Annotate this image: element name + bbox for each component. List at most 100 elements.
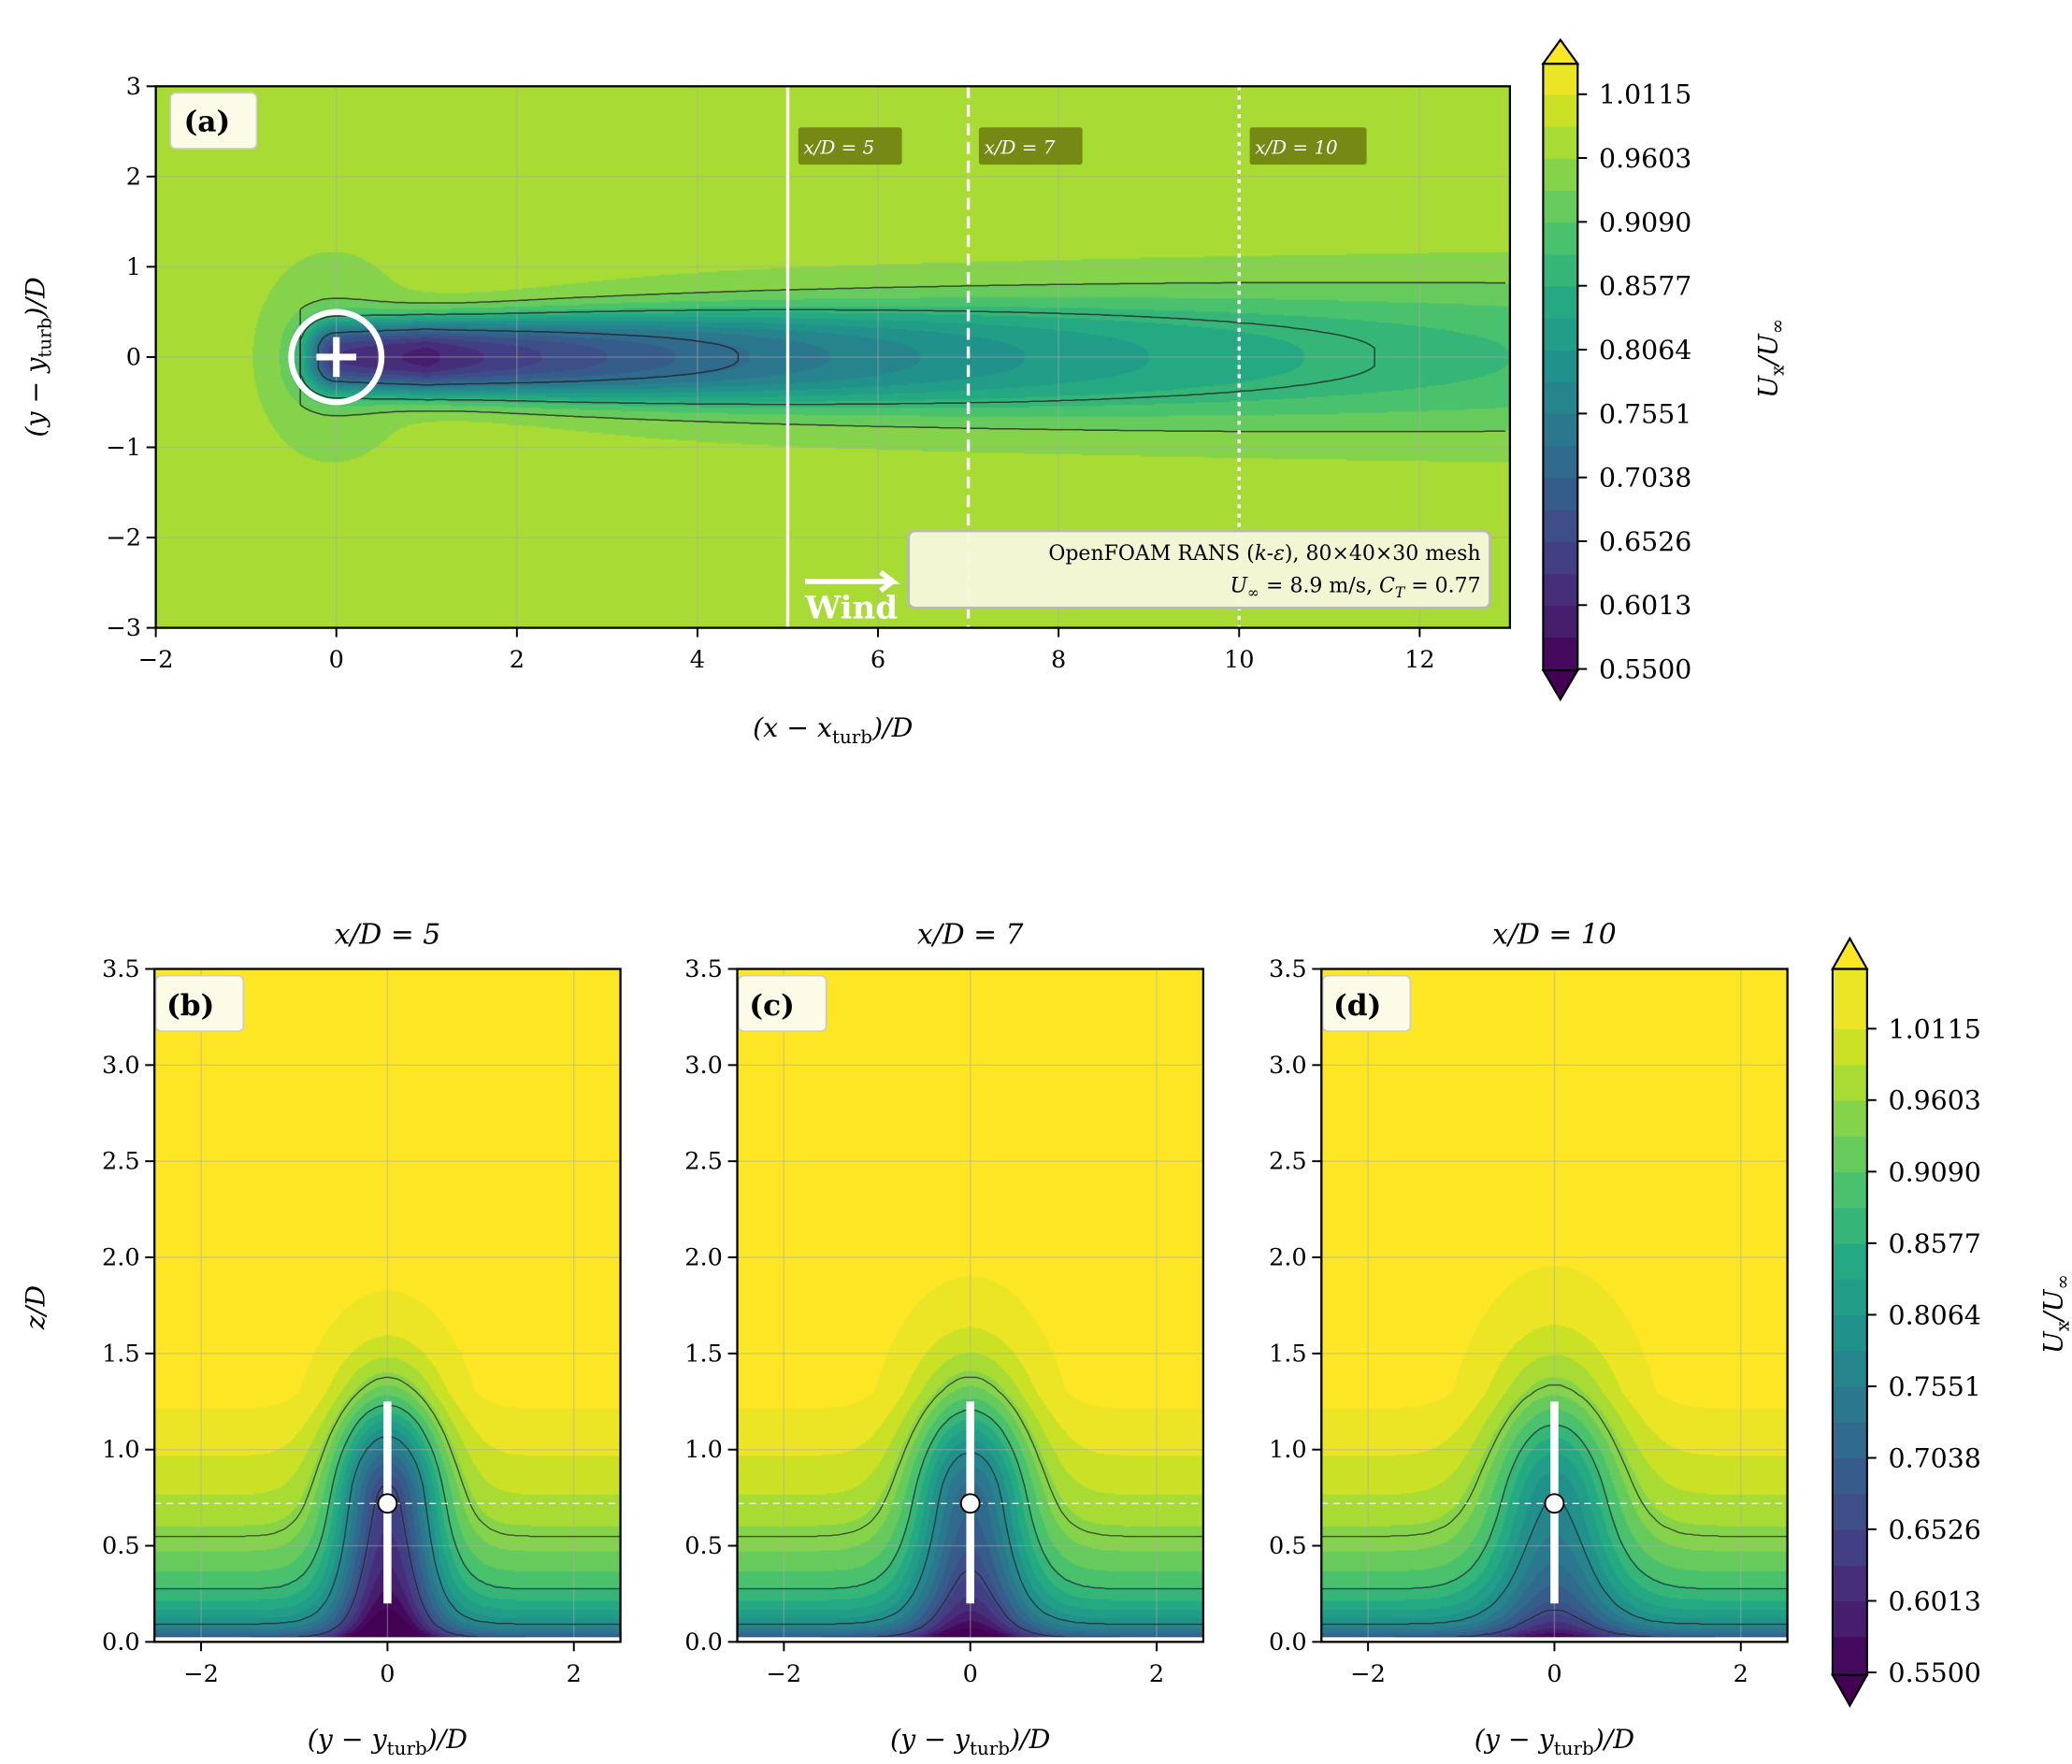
x-tick-label: −2 [1350, 1660, 1386, 1688]
x-tick-label: −2 [767, 1660, 802, 1688]
y-tick-label: 3.0 [684, 1052, 723, 1080]
x-axis-label-a: (x − xturb)/D [753, 712, 914, 748]
y-tick-label: −3 [106, 614, 141, 642]
colorbar-tick-label: 0.9603 [1599, 143, 1691, 174]
y-tick-label: 3.5 [1269, 955, 1307, 983]
y-tick-label: 1.0 [684, 1436, 723, 1464]
colorbar-tick-label: 1.0115 [1599, 79, 1691, 110]
colorbar-level [1832, 1136, 1867, 1173]
x-tick-label: 10 [1224, 646, 1255, 674]
wind-label: Wind [804, 590, 898, 627]
colorbar-level [1832, 1493, 1867, 1530]
slice-label-bg [978, 127, 1083, 165]
panel-tag: (c) [749, 989, 795, 1023]
y-tick-label: 3.5 [684, 955, 723, 983]
x-tick-label: 2 [510, 646, 525, 674]
annotation-line-1: OpenFOAM RANS (k-ε), 80×40×30 mesh [1048, 542, 1480, 566]
colorbar-tick-label: 0.7551 [1889, 1371, 1981, 1402]
colorbar-level [1832, 1207, 1867, 1244]
x-tick-label: 2 [567, 1660, 582, 1688]
colorbar-tick-label: 0.8577 [1889, 1228, 1981, 1259]
contour-line [299, 308, 1375, 406]
colorbar-level [1832, 1528, 1867, 1566]
colorbar-level [1832, 1171, 1867, 1209]
colorbar-level [1832, 1565, 1867, 1602]
colorbar-level [1543, 637, 1578, 671]
y-tick-label: 1.5 [684, 1340, 723, 1368]
x-tick-label: 2 [1149, 1660, 1164, 1688]
slice-label-x7: x/D = 7 [985, 137, 1056, 159]
contour-line [1321, 1384, 1788, 1538]
colorbar-level [1543, 64, 1578, 95]
colorbar-tick-label: 0.6013 [1599, 590, 1691, 621]
y-tick-label: 2.5 [684, 1148, 723, 1176]
turbine-hub-plus-icon [316, 337, 357, 378]
panel-c: (c) x/D = 7 −2 0 2 0.0 0.5 1.0 1.5 2.0 2.5 3.0 3.5 (y… [684, 919, 1205, 1759]
colorbar-level [1543, 93, 1578, 127]
x-tick-label: 0 [380, 1660, 395, 1688]
y-tick-label: 0.0 [1269, 1628, 1307, 1656]
panel-d: (d) x/D = 10 −2 0 2 0.0 0.5 1.0 1.5 2.0 2.5 3.0 3.5 (… [1269, 919, 1789, 1759]
x-tick-label: −2 [138, 646, 174, 674]
y-tick-label: 2.0 [1269, 1244, 1307, 1272]
x-tick-label: 8 [1051, 646, 1066, 674]
panel-tag-bg [1321, 974, 1412, 1033]
colorbar-level [1543, 158, 1578, 191]
colorbar-level [1832, 1457, 1867, 1495]
colorbar-level [1543, 222, 1578, 255]
x-tick-label: 0 [329, 646, 344, 674]
panel-a-wake-top-view: x/D = 5 x/D = 7 x/D = 10 Wind (a) OpenFOAM… [20, 73, 1512, 748]
colorbar-tick-label: 0.8577 [1599, 271, 1691, 302]
panel-title: x/D = 10 [1492, 919, 1617, 952]
colorbar-label-bottom: Ux/U∞ [2038, 1274, 2072, 1354]
colorbar-tick-label: 0.6013 [1889, 1585, 1981, 1616]
x-tick-label: 12 [1404, 646, 1435, 674]
colorbar-level [1832, 1600, 1867, 1638]
y-tick-label: 0.5 [1269, 1532, 1307, 1560]
x-tick-label: 0 [1547, 1660, 1561, 1688]
colorbar-tick-label: 0.7038 [1599, 463, 1691, 494]
x-tick-label: 0 [963, 1660, 978, 1688]
y-tick-label: 2 [126, 163, 141, 191]
colorbar-tick-label: 0.9090 [1599, 207, 1691, 237]
y-tick-label: −1 [106, 434, 141, 462]
x-axis-label: (y − yturb)/D [1475, 1724, 1635, 1759]
colorbar-tick-label: 0.5500 [1889, 1657, 1981, 1688]
colorbar-level [1832, 1314, 1867, 1352]
colorbar-a: 1.0115 0.9603 0.9090 0.8577 0.8064 0.7551 0.70… [1541, 37, 1691, 702]
x-tick-label: 4 [690, 646, 705, 674]
colorbar-level [1832, 1242, 1867, 1280]
y-tick-label: 1.5 [1269, 1340, 1307, 1368]
panel-tag: (d) [1333, 989, 1381, 1023]
colorbar-level [1543, 540, 1578, 574]
colorbar-bottom: 1.0115 0.9603 0.9090 0.8577 0.8064 0.7551 0.70… [1831, 936, 1981, 1708]
colorbar-level [1832, 1350, 1867, 1387]
colorbar-level [1832, 1636, 1867, 1676]
slice-label-x10: x/D = 10 [1255, 137, 1337, 159]
hub-marker-icon [377, 1493, 398, 1514]
y-tick-label: 1.5 [102, 1340, 140, 1368]
slice-label-bg [798, 127, 902, 165]
colorbar-level [1832, 1028, 1867, 1066]
colorbar-tick-label: 0.5500 [1599, 654, 1691, 685]
slice-lines: x/D = 5 x/D = 7 x/D = 10 [785, 86, 1367, 628]
contour-line [737, 1376, 1203, 1538]
colorbar-level [1832, 1385, 1867, 1423]
colorbar-tick-label: 0.6526 [1889, 1514, 1981, 1545]
y-tick-label: 0.0 [102, 1628, 140, 1656]
y-tick-label: 2.0 [684, 1244, 723, 1272]
panel-title: x/D = 7 [917, 919, 1024, 952]
colorbar-level [1543, 317, 1578, 351]
y-axis-label-bottom: z/D [20, 1285, 50, 1331]
x-axis-label: (y − yturb)/D [890, 1724, 1051, 1759]
y-tick-label: 1.0 [102, 1436, 140, 1464]
colorbar-tick-label: 0.6526 [1599, 526, 1691, 557]
y-tick-label: 3 [126, 73, 141, 101]
y-axis-label-a: (y − yturb)/D [20, 277, 55, 437]
colorbar-level [1543, 381, 1578, 415]
colorbar-level [1543, 477, 1578, 510]
colorbar-level [1832, 1279, 1867, 1316]
colorbar-level [1543, 605, 1578, 638]
